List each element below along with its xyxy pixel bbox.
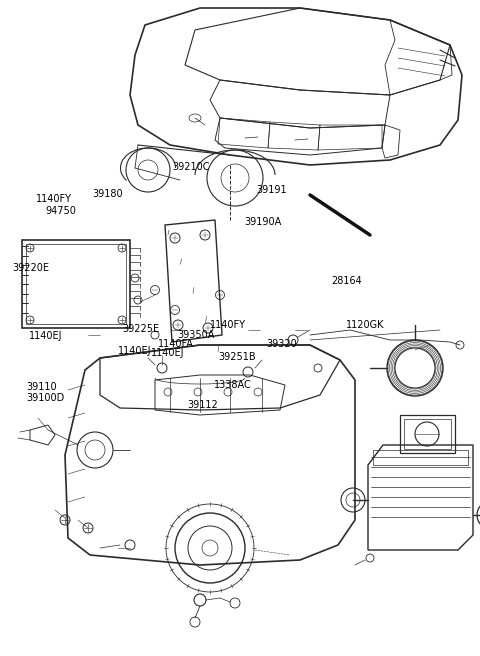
- Bar: [400, 415, 455, 453]
- Text: 1140EJ: 1140EJ: [151, 348, 185, 358]
- Text: 1140FA: 1140FA: [158, 338, 194, 349]
- Bar: [26, 244, 126, 324]
- Text: 94750: 94750: [46, 206, 76, 216]
- Text: 39350A: 39350A: [178, 329, 215, 340]
- Text: 1140EJ: 1140EJ: [118, 346, 151, 356]
- Text: 1120GK: 1120GK: [346, 320, 384, 331]
- Text: 39225E: 39225E: [122, 323, 159, 334]
- Text: 1140FY: 1140FY: [210, 319, 246, 330]
- Text: 39251B: 39251B: [218, 352, 256, 362]
- Text: 39210C: 39210C: [172, 162, 209, 173]
- Bar: [404, 419, 451, 449]
- Text: 39220E: 39220E: [12, 262, 49, 273]
- Text: 39110
39100D: 39110 39100D: [26, 382, 65, 403]
- Text: 1140EJ: 1140EJ: [29, 331, 62, 341]
- Text: 39191: 39191: [257, 185, 288, 195]
- Bar: [373, 450, 468, 465]
- Text: 1140FY: 1140FY: [36, 194, 72, 205]
- Text: 39190A: 39190A: [245, 217, 282, 228]
- Text: 39320: 39320: [266, 338, 297, 349]
- Text: 1338AC: 1338AC: [214, 380, 252, 390]
- Text: 39180: 39180: [92, 188, 123, 199]
- Text: 39112: 39112: [187, 400, 218, 410]
- Bar: [22, 240, 130, 328]
- Text: 28164: 28164: [331, 276, 362, 286]
